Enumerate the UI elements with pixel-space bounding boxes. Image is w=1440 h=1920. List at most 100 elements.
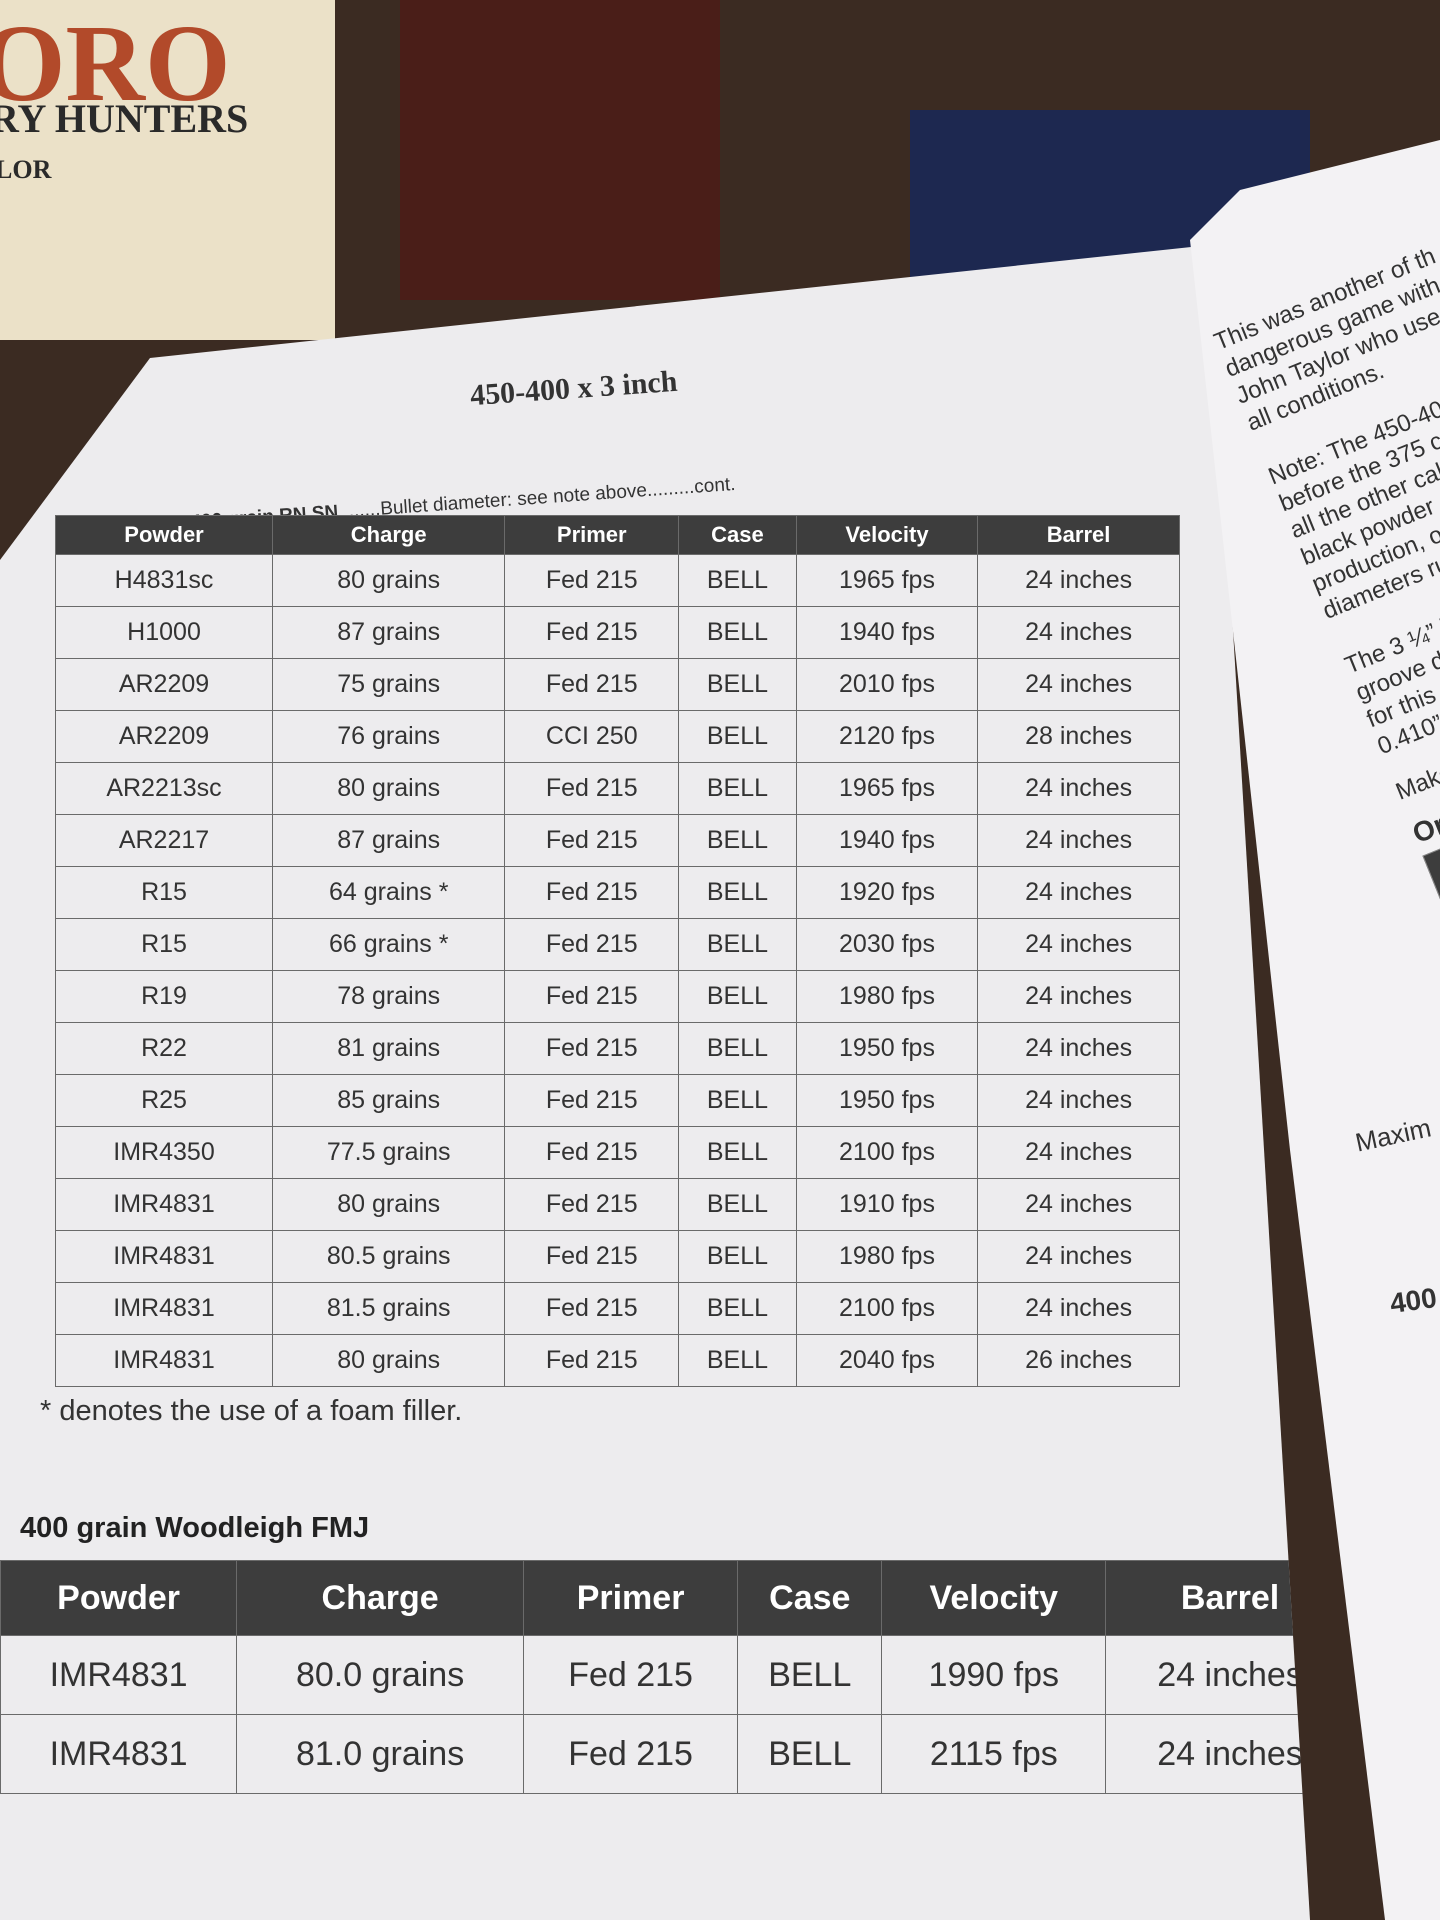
table-cell: IMR4350 (54, 1126, 274, 1179)
table-cell: 1940 fps (795, 814, 979, 867)
page-title: 450-400 x 3 inch (469, 364, 679, 413)
table-cell: Fed 215 (504, 1126, 680, 1179)
book-cover: ORO RY HUNTERS LOR (0, 0, 335, 340)
table-cell: 24 inches (977, 1022, 1180, 1075)
table-cell: Fed 215 (504, 658, 680, 711)
column-header: Powder (54, 515, 274, 555)
table-cell: IMR4831 (54, 1334, 274, 1387)
table-cell: Fed 215 (504, 918, 680, 971)
table-cell: R22 (54, 1022, 274, 1075)
header-row: Powder Charge Primer Case Velocity Barrel (0, 1560, 1310, 1636)
table-cell: BELL (678, 762, 797, 815)
table-row: R22 81 grains Fed 215 BELL 1950 fps 24 inches (54, 1022, 1180, 1075)
column-header: Primer (523, 1560, 739, 1636)
background-book (400, 0, 720, 300)
table-cell: BELL (678, 1334, 797, 1387)
table-cell: AR2213sc (54, 762, 274, 815)
text-line: Maxim (1352, 1112, 1434, 1158)
table-cell: 81.0 grains (236, 1714, 525, 1794)
table-row: AR2209 76 grains CCI 250 BELL 2120 fps 28 inc… (54, 710, 1180, 763)
table-cell: 24 inches (977, 918, 1180, 971)
table-cell: Fed 215 (504, 970, 680, 1023)
table-cell: Fed 215 (504, 554, 680, 607)
column-header: Case (678, 515, 797, 555)
table-cell: Fed 215 (504, 1334, 680, 1387)
table-cell: BELL (678, 710, 797, 763)
table-row: IMR4831 81.0 grains Fed 215 BELL 2115 fps 24 … (0, 1714, 1310, 1794)
table-row: IMR4831 80.0 grains Fed 215 BELL 1990 fps 24 … (0, 1635, 1310, 1715)
column-header: Primer (504, 515, 680, 555)
table-cell: 80 grains (272, 762, 506, 815)
cover-text: RY HUNTERS (0, 96, 249, 141)
table-cell: 87 grains (272, 814, 506, 867)
table-cell: Fed 215 (504, 1074, 680, 1127)
table-cell: 81 grains (272, 1022, 506, 1075)
table-cell: 1980 fps (795, 1230, 979, 1283)
table-cell: BELL (678, 1074, 797, 1127)
table-cell: 80.0 grains (236, 1635, 525, 1715)
table-cell: IMR4831 (0, 1714, 238, 1794)
table-cell: BELL (678, 1178, 797, 1231)
table-cell: R15 (54, 918, 274, 971)
table-cell: 2010 fps (795, 658, 979, 711)
table-row: H1000 87 grains Fed 215 BELL 1940 fps 24 inch… (54, 606, 1180, 659)
table-cell: 2120 fps (795, 710, 979, 763)
table-row: IMR4350 77.5 grains Fed 215 BELL 2100 fps 24 … (54, 1126, 1180, 1179)
table-cell: 24 inches (977, 554, 1180, 607)
table-cell: Fed 215 (504, 814, 680, 867)
table-cell: AR2209 (54, 658, 274, 711)
table-row: AR2213sc 80 grains Fed 215 BELL 1965 fps 24 i… (54, 762, 1180, 815)
table-cell: H1000 (54, 606, 274, 659)
table-cell: BELL (678, 970, 797, 1023)
table-cell: BELL (678, 918, 797, 971)
table-cell: 66 grains * (272, 918, 506, 971)
footnote: * denotes the use of a foam filler. (40, 1395, 463, 1427)
column-header: Barrel (1105, 1560, 1310, 1636)
table-cell: 1980 fps (795, 970, 979, 1023)
table-cell: R19 (54, 970, 274, 1023)
table-cell: 26 inches (977, 1334, 1180, 1387)
load-table: Powder Charge Primer Case Velocity Barrel H483… (54, 515, 1180, 1387)
table-cell: BELL (678, 1282, 797, 1335)
table-cell: 24 inches (977, 1178, 1180, 1231)
table-cell: BELL (678, 1230, 797, 1283)
cover-text: LOR (0, 155, 52, 184)
table-row: AR2217 87 grains Fed 215 BELL 1940 fps 24 inc… (54, 814, 1180, 867)
table-cell: 24 inches (977, 814, 1180, 867)
table-cell: 1990 fps (881, 1635, 1107, 1715)
table-cell: 24 inches (977, 970, 1180, 1023)
table-cell: BELL (678, 1126, 797, 1179)
table-cell: R25 (54, 1074, 274, 1127)
column-header: Barrel (977, 515, 1180, 555)
table-cell: BELL (678, 1022, 797, 1075)
table-cell: 1965 fps (795, 762, 979, 815)
table-cell: 24 inches (977, 866, 1180, 919)
table-cell: 24 inches (977, 762, 1180, 815)
table-cell: CCI 250 (504, 710, 680, 763)
table-cell: 1950 fps (795, 1022, 979, 1075)
column-header: Charge (236, 1560, 525, 1636)
table-cell: 2040 fps (795, 1334, 979, 1387)
table-cell: 2115 fps (881, 1714, 1107, 1794)
table-cell: IMR4831 (54, 1282, 274, 1335)
table-cell: Fed 215 (523, 1635, 739, 1715)
table-cell: 24 inches (977, 1074, 1180, 1127)
table-cell: IMR4831 (54, 1178, 274, 1231)
table-cell: 24 inches (977, 658, 1180, 711)
table-cell: BELL (678, 554, 797, 607)
table-cell: AR2209 (54, 710, 274, 763)
table-row: H4831sc 80 grains Fed 215 BELL 1965 fps 24 in… (54, 554, 1180, 607)
table-heading: 400 grain Woodleigh FMJ (20, 1512, 370, 1544)
table-row: IMR4831 80 grains Fed 215 BELL 1910 fps 24 in… (54, 1178, 1180, 1231)
table-cell: 77.5 grains (272, 1126, 506, 1179)
table-row: AR2209 75 grains Fed 215 BELL 2010 fps 24 inc… (54, 658, 1180, 711)
table-cell: 80 grains (272, 1334, 506, 1387)
table-cell: 76 grains (272, 710, 506, 763)
column-header: Powder (0, 1560, 238, 1636)
table-cell: Fed 215 (504, 762, 680, 815)
column-header: Charge (272, 515, 506, 555)
table-cell: 1920 fps (795, 866, 979, 919)
table-cell: 24 inches (1105, 1635, 1310, 1715)
table-cell: 85 grains (272, 1074, 506, 1127)
